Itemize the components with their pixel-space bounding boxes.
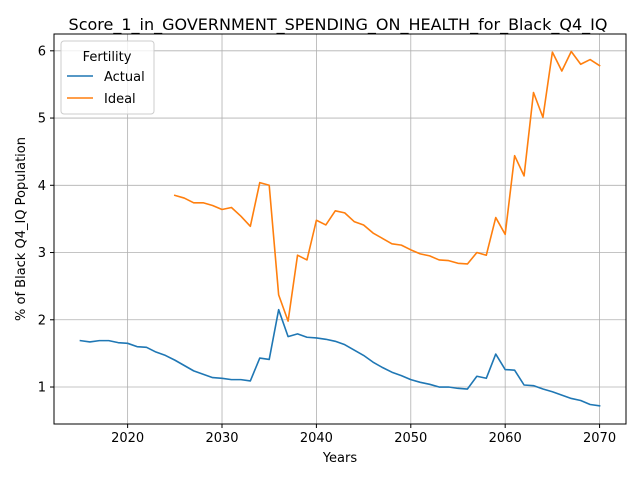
legend-title: Fertility bbox=[83, 50, 132, 65]
x-axis-label: Years bbox=[322, 451, 358, 466]
legend-label-ideal: Ideal bbox=[104, 92, 136, 107]
legend-label-actual: Actual bbox=[104, 70, 145, 85]
x-tick-label: 2030 bbox=[205, 431, 238, 446]
x-tick-label: 2020 bbox=[111, 431, 144, 446]
y-tick-label: 1 bbox=[38, 381, 46, 396]
axis-ticks: 2020 2030 2040 2050 2060 2070 1 2 3 4 5 6 bbox=[38, 44, 616, 446]
x-tick-label: 2050 bbox=[394, 431, 427, 446]
x-tick-label: 2060 bbox=[489, 431, 522, 446]
series-line-actual bbox=[79, 308, 601, 407]
chart-title: Score_1_in_GOVERNMENT_SPENDING_ON_HEALTH… bbox=[69, 15, 608, 35]
y-tick-label: 4 bbox=[38, 179, 46, 194]
legend: Fertility Actual Ideal bbox=[60, 40, 155, 115]
series-lines bbox=[79, 50, 601, 407]
series-line-ideal bbox=[173, 50, 601, 322]
x-tick-label: 2040 bbox=[300, 431, 333, 446]
legend-box bbox=[60, 40, 155, 115]
y-tick-label: 5 bbox=[38, 112, 46, 127]
x-tick-label: 2070 bbox=[583, 431, 616, 446]
plot-frame bbox=[53, 33, 627, 425]
y-tick-label: 2 bbox=[38, 313, 46, 328]
y-tick-label: 6 bbox=[38, 44, 46, 59]
y-axis-label: % of Black Q4_IQ Population bbox=[14, 137, 29, 321]
y-tick-label: 3 bbox=[38, 246, 46, 261]
